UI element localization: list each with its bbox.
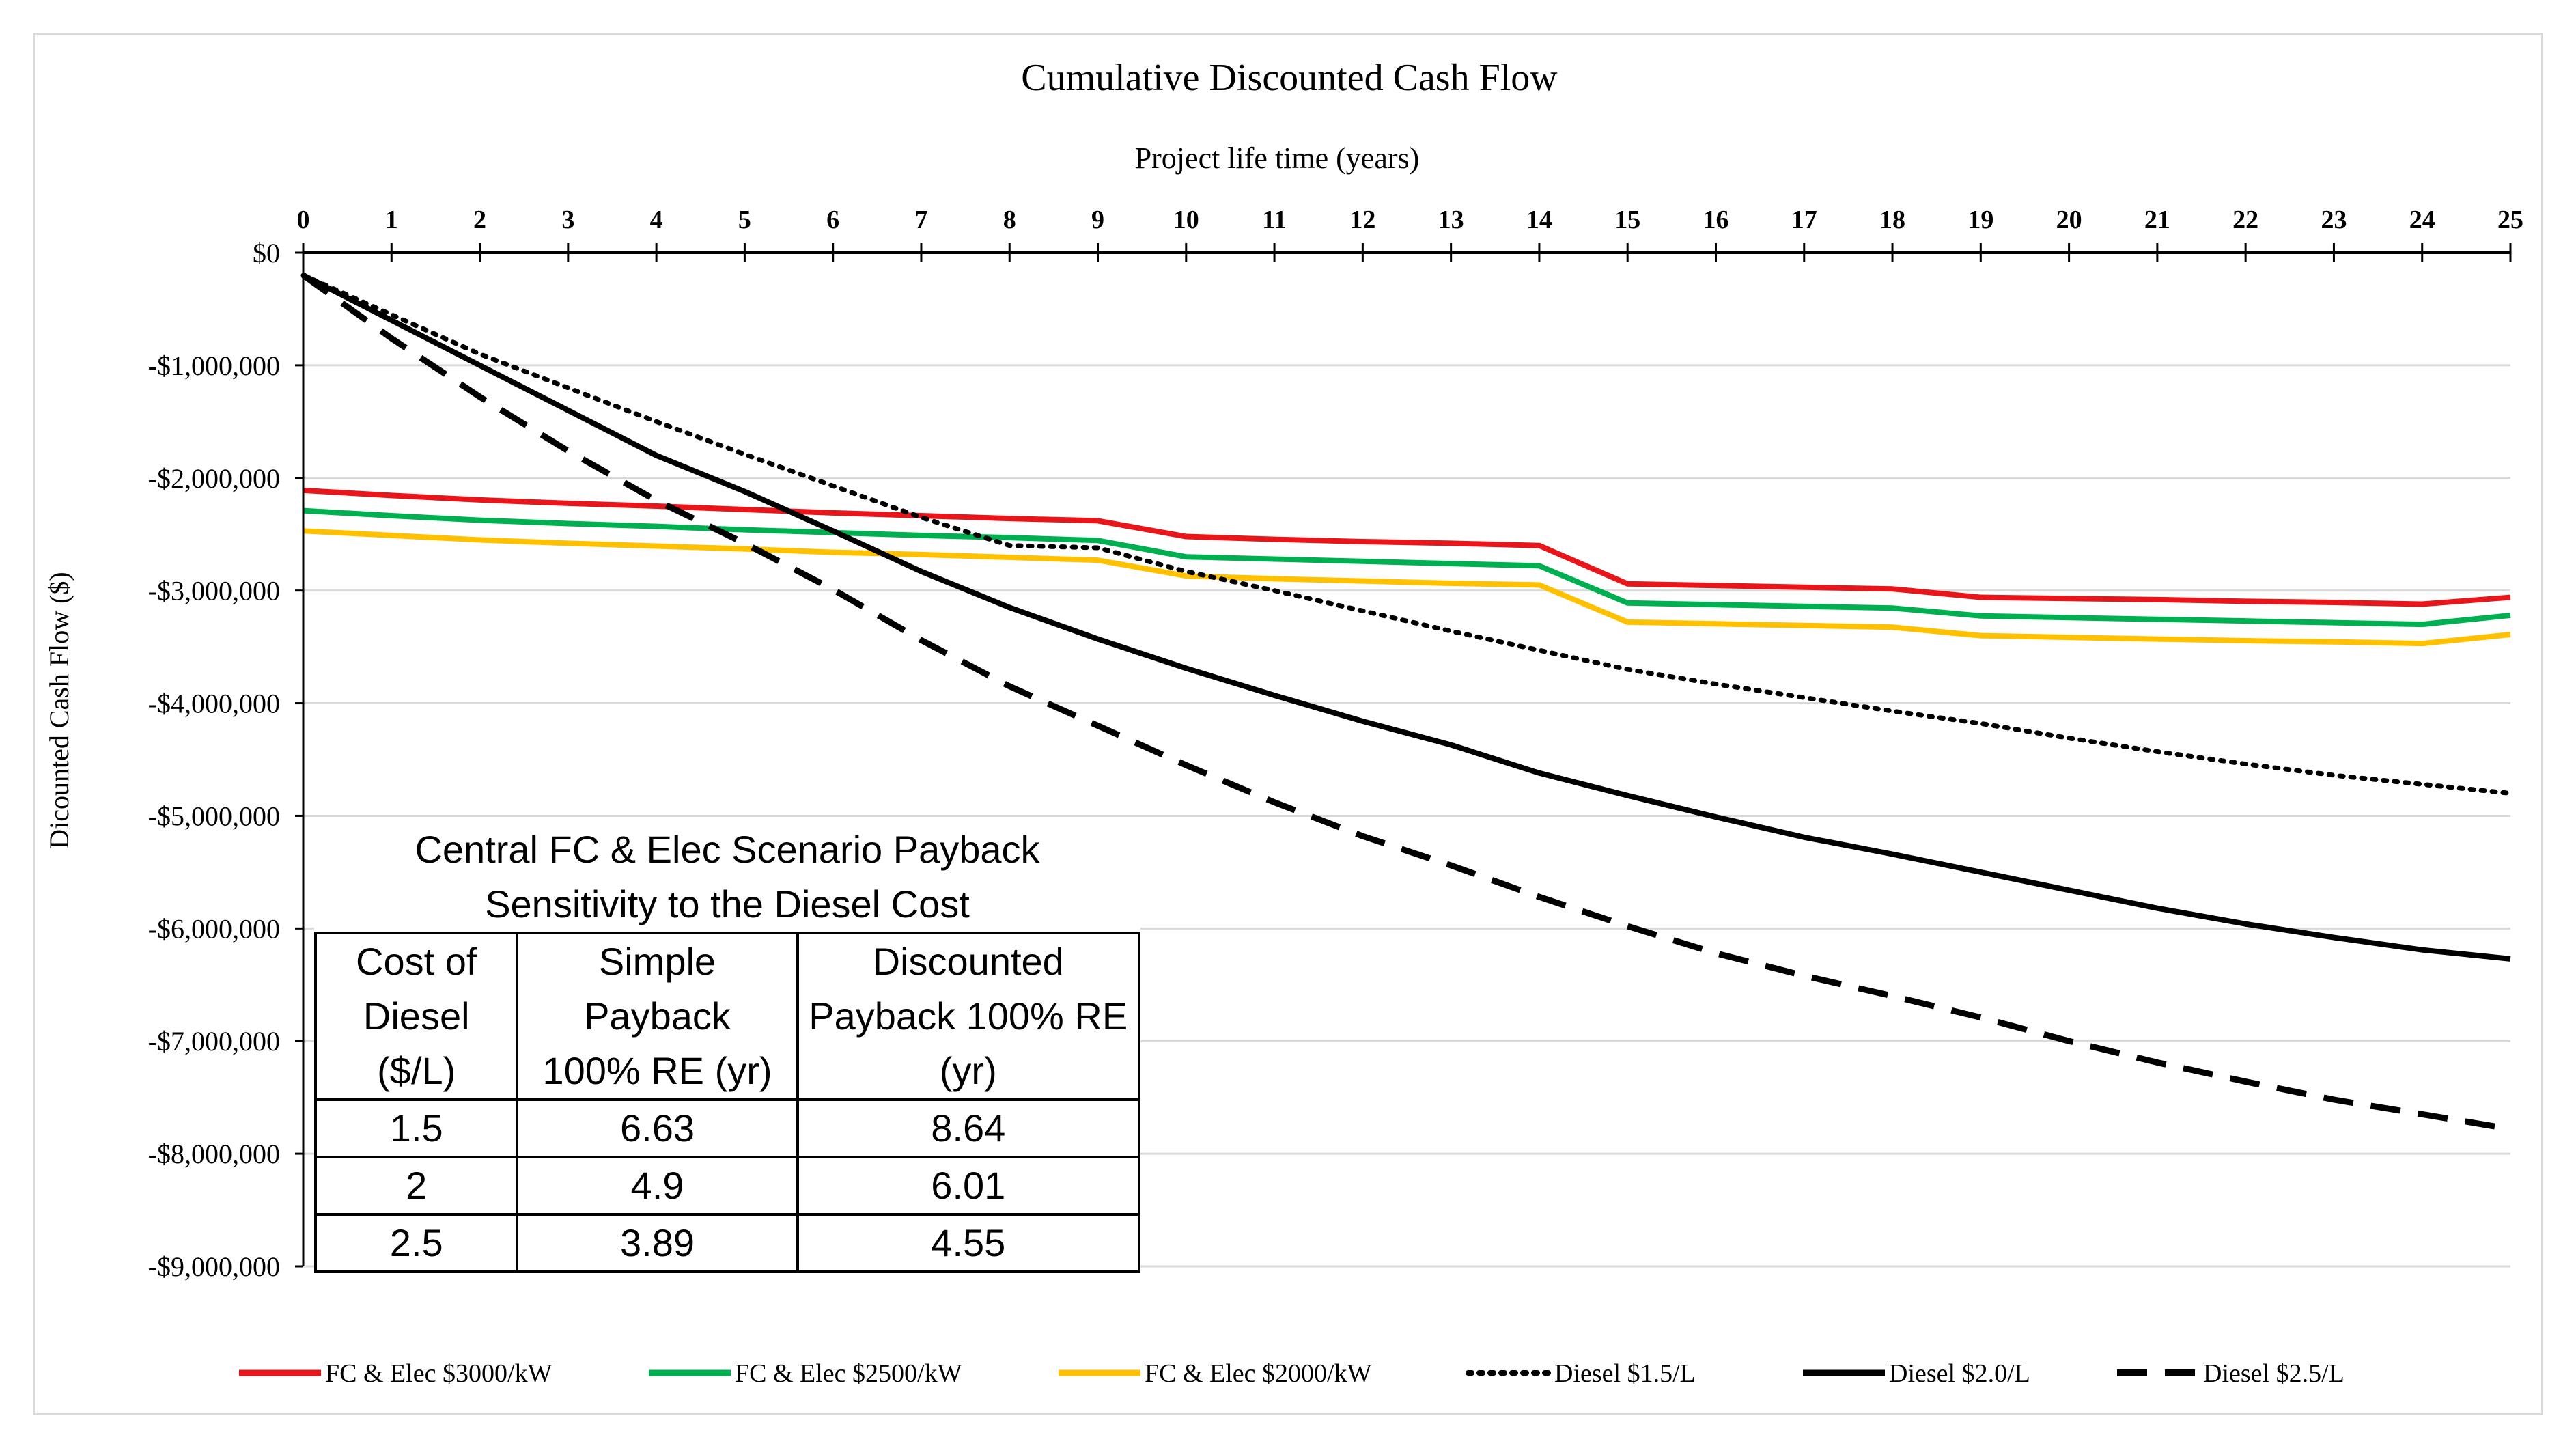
table-row: 2.5 3.89 4.55 [313,1213,1140,1273]
table-row: 2 4.9 6.01 [313,1156,1140,1216]
axis-layer: $0 -$1,000,000 -$2,000,000 -$3,000,000 -$4,0… [148,206,2523,1282]
table-cell: 3.89 [516,1213,799,1273]
table-row: 1.5 6.63 8.64 [313,1098,1140,1158]
x-tick-label: 0 [297,206,310,234]
y-tick-label: -$4,000,000 [148,688,280,719]
legend-label: Diesel $1.5/L [1554,1359,1696,1388]
table-cell: 4.55 [796,1213,1140,1273]
y-tick-label: -$2,000,000 [148,463,280,494]
x-tick-label: 17 [1791,206,1817,234]
header-text: Payback [584,994,731,1038]
series-layer [300,273,2513,1132]
table-cell: 6.63 [516,1098,799,1158]
x-tick-label: 4 [650,206,663,234]
x-tick-label: 11 [1262,206,1287,234]
x-tick-label: 9 [1091,206,1104,234]
header-text: ($/L) [377,1049,456,1092]
chart-title: Cumulative Discounted Cash Flow [1021,57,1558,99]
series-line-3 [300,273,2513,796]
x-tick-label: 8 [1003,206,1016,234]
text-layer: Cumulative Discounted Cash Flow Project … [44,57,1558,849]
header-text: Simple [598,940,716,983]
header-text: Payback 100% RE [809,994,1128,1038]
table-cell: 8.64 [796,1098,1140,1158]
y-tick-label: -$7,000,000 [148,1026,280,1057]
series-line-4 [302,273,2511,962]
x-tick-label: 6 [826,206,839,234]
payback-table-grid: Cost of Diesel ($/L) Simple Payback 100%… [313,932,1140,1273]
payback-table: Central FC & Elec Scenario Payback Sensi… [313,818,1140,1273]
x-tick-label: 14 [1526,206,1552,234]
x-axis-label: Project life time (years) [1135,141,1420,175]
x-tick-label: 20 [2056,206,2082,234]
series-line-5 [301,273,2511,1132]
y-tick-label: -$9,000,000 [148,1251,280,1282]
x-tick-label: 19 [1968,206,1993,234]
x-tick-label: 10 [1173,206,1199,234]
table-cell: 1.5 [313,1098,519,1158]
x-tick-label: 18 [1879,206,1905,234]
x-tick-label: 25 [2497,206,2523,234]
x-tick-label: 2 [473,206,486,234]
legend-label: FC & Elec $3000/kW [325,1359,552,1388]
x-tick-label: 24 [2409,206,2435,234]
y-tick-label: -$8,000,000 [148,1139,280,1169]
table-cell: 6.01 [796,1156,1140,1216]
y-tick-label: -$5,000,000 [148,800,280,831]
y-tick-label: $0 [253,238,280,268]
x-tick-label: 3 [561,206,574,234]
x-tick-label: 12 [1349,206,1375,234]
payback-table-title-line1: Central FC & Elec Scenario Payback [415,828,1040,871]
x-tick-label: 21 [2144,206,2170,234]
table-cell: 4.9 [516,1156,799,1216]
legend-label: Diesel $2.0/L [1889,1359,2030,1388]
y-tick-label: -$3,000,000 [148,576,280,607]
payback-table-title-line2: Sensitivity to the Diesel Cost [485,882,970,925]
header-text: Diesel [363,994,470,1038]
header-cost-of-diesel: Cost of Diesel ($/L) [313,932,519,1101]
legend-label: FC & Elec $2000/kW [1145,1359,1372,1388]
legend-label: FC & Elec $2500/kW [735,1359,962,1388]
series-line-1 [303,507,2511,628]
table-cell: 2.5 [313,1213,519,1273]
header-text: (yr) [939,1049,997,1092]
header-text: Cost of [356,940,477,983]
x-tick-label: 23 [2321,206,2347,234]
series-line-2 [303,528,2511,647]
legend-label: Diesel $2.5/L [2203,1359,2344,1388]
legend: FC & Elec $3000/kW FC & Elec $2500/kW FC &… [239,1359,2344,1388]
x-tick-label: 22 [2232,206,2258,234]
x-tick-label: 16 [1703,206,1728,234]
table-cell: 2 [313,1156,519,1216]
x-tick-label: 1 [385,206,398,234]
payback-table-title: Central FC & Elec Scenario Payback Sensi… [314,818,1140,932]
y-axis-label: Dicounted Cash Flow ($) [44,572,74,849]
x-tick-label: 15 [1614,206,1640,234]
header-discounted-payback: Discounted Payback 100% RE (yr) [796,932,1140,1101]
y-tick-label: -$1,000,000 [148,350,280,381]
header-text: 100% RE (yr) [542,1049,772,1092]
header-simple-payback: Simple Payback 100% RE (yr) [516,932,799,1101]
payback-table-header-row: Cost of Diesel ($/L) Simple Payback 100%… [313,932,1140,1101]
x-tick-label: 5 [738,206,751,234]
x-tick-label: 13 [1438,206,1464,234]
header-text: Discounted [872,940,1064,983]
y-tick-label: -$6,000,000 [148,913,280,944]
x-tick-label: 7 [914,206,927,234]
